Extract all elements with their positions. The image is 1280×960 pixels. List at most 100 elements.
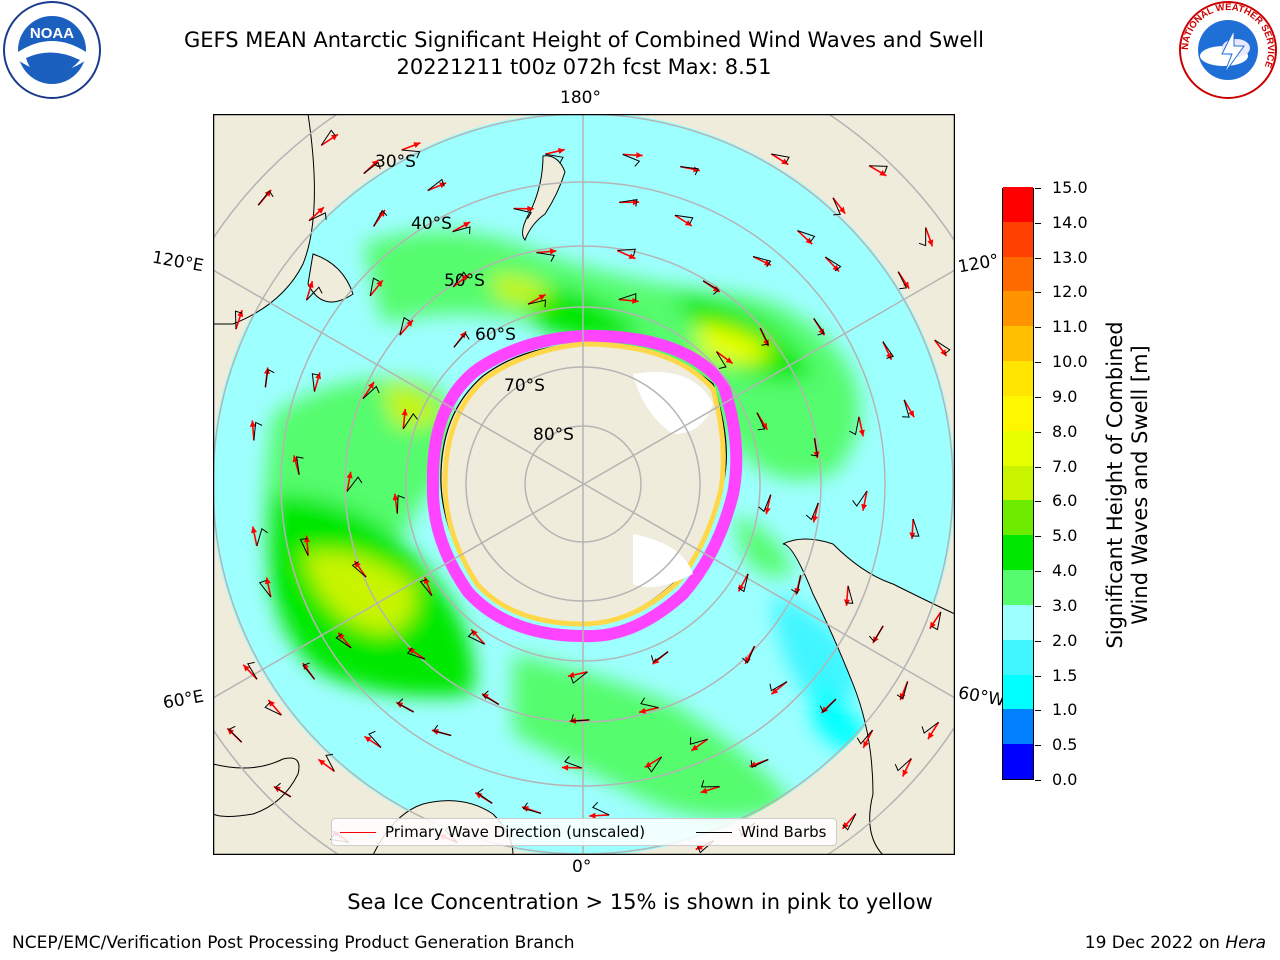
lat-label-30: 30°S (375, 152, 416, 172)
colorbar-segment (1003, 604, 1033, 640)
wave-arrow-head (424, 576, 430, 584)
colorbar-tick-label: 1.5 (1052, 665, 1078, 685)
wave-arrow-head (858, 429, 865, 437)
legend-black-line (696, 832, 732, 833)
colorbar-tick-label: 1.0 (1052, 700, 1078, 720)
wind-barb (845, 585, 854, 604)
wave-arrow-head (459, 331, 467, 339)
wave-arrow-head (346, 471, 353, 479)
wind-barb (264, 702, 282, 716)
wave-arrow-head (408, 647, 416, 654)
wind-barb (396, 494, 405, 514)
wind-barb (325, 753, 335, 772)
wind-barb (617, 248, 636, 257)
wave-arrow-head (413, 142, 421, 148)
wave-arrow-head (771, 687, 779, 695)
wind-barb (570, 714, 590, 722)
wind-barb (247, 661, 258, 680)
wind-barb (258, 579, 272, 598)
wave-arrow-head (567, 671, 575, 678)
colorbar-tick (1035, 571, 1041, 573)
australia-landmass (213, 114, 354, 325)
nws-logo: NATIONAL WEATHER SERVICE (1179, 1, 1277, 99)
wave-arrow-head (781, 158, 789, 165)
wave-arrow-head (812, 515, 819, 523)
colorbar-tick (1035, 188, 1041, 189)
wind-barb (832, 197, 841, 216)
colorbar (1002, 186, 1034, 780)
wind-barb (918, 227, 927, 247)
footer-date-text: 19 Dec 2022 on (1084, 933, 1226, 953)
wind-barb (264, 368, 275, 388)
wind-barb (640, 697, 659, 709)
wind-barb (311, 373, 320, 392)
wind-barb (741, 645, 755, 664)
wave-arrow-head (392, 493, 399, 501)
wave-arrow-head (268, 699, 275, 707)
wave-arrow-head (237, 310, 244, 318)
wind-barb (674, 214, 694, 225)
wind-barb (253, 421, 263, 441)
wind-barb (758, 494, 772, 513)
colorbar-tick (1035, 292, 1041, 294)
lon-label-0: 0° (572, 857, 592, 877)
wave-arrow-head (462, 274, 469, 281)
wave-arrow-head (475, 792, 483, 799)
footer-date: 19 Dec 2022 on Hera (1085, 933, 1266, 953)
wind-barb (894, 758, 912, 772)
wave-arrow-head (376, 280, 383, 288)
colorbar-segment (1003, 221, 1033, 257)
wind-barb (234, 310, 243, 330)
colorbar-tick (1035, 501, 1041, 503)
sea-ice-note: Sea Ice Concentration > 15% is shown in … (347, 890, 933, 914)
wind-barb (897, 271, 908, 290)
wind-barb (513, 208, 532, 219)
wind-barb (399, 316, 411, 336)
legend-primary-wave-label: Primary Wave Direction (unscaled) (385, 823, 646, 841)
wind-barb (934, 339, 951, 355)
wave-arrow-head (902, 769, 909, 777)
wind-barb (819, 698, 837, 713)
wind-barb (813, 318, 826, 336)
wave-arrow-head (940, 349, 947, 357)
legend-wind-barbs: Wind Barbs (696, 823, 826, 841)
colorbar-tick-label: 14.0 (1052, 212, 1088, 232)
colorbar-tick (1035, 431, 1041, 433)
wave-arrow-head (251, 526, 258, 534)
colorbar-tick (1035, 327, 1041, 329)
wave-arrow-head (738, 584, 745, 592)
lon-label-60w: 60°W (956, 683, 1007, 711)
wind-barb (750, 759, 769, 769)
lat-label-80: 80°S (533, 425, 574, 445)
wind-barb (320, 129, 336, 146)
wind-barb (432, 724, 452, 737)
wind-barb (771, 153, 790, 164)
colorbar-tick (1035, 675, 1041, 677)
colorbar-tick-label: 4.0 (1052, 561, 1078, 581)
wave-arrow-head (317, 207, 324, 214)
wind-barb (452, 271, 469, 288)
colorbar-tick (1035, 640, 1041, 642)
legend-wind-barbs-label: Wind Barbs (741, 823, 827, 841)
colorbar-tick-label: 15.0 (1052, 178, 1088, 197)
colorbar-segment (1003, 290, 1033, 327)
colorbar-tick (1035, 745, 1041, 747)
wind-barb (351, 561, 367, 578)
colorbar-segment (1003, 430, 1033, 466)
chart-subtitle: 20221211 t00z 072h fcst Max: 8.51 (396, 55, 772, 79)
lon-label-180: 180° (560, 88, 601, 108)
colorbar-tick-label: 12.0 (1052, 282, 1088, 302)
colorbar-title-line2: Wind Waves and Swell [m] (1128, 345, 1152, 625)
lat-label-60: 60°S (475, 325, 516, 345)
map-frame (213, 114, 955, 855)
colorbar-segment (1003, 639, 1033, 675)
wave-arrow-head (549, 248, 557, 255)
wave-arrow-head (471, 629, 478, 637)
wind-barb (869, 625, 884, 643)
colorbar-segment (1003, 186, 1033, 222)
ice-shelf-patches (633, 372, 713, 588)
wind-barb (362, 385, 380, 399)
wind-barb (467, 631, 485, 645)
wind-barb (650, 651, 669, 663)
colorbar-tick-label: 10.0 (1052, 352, 1088, 372)
